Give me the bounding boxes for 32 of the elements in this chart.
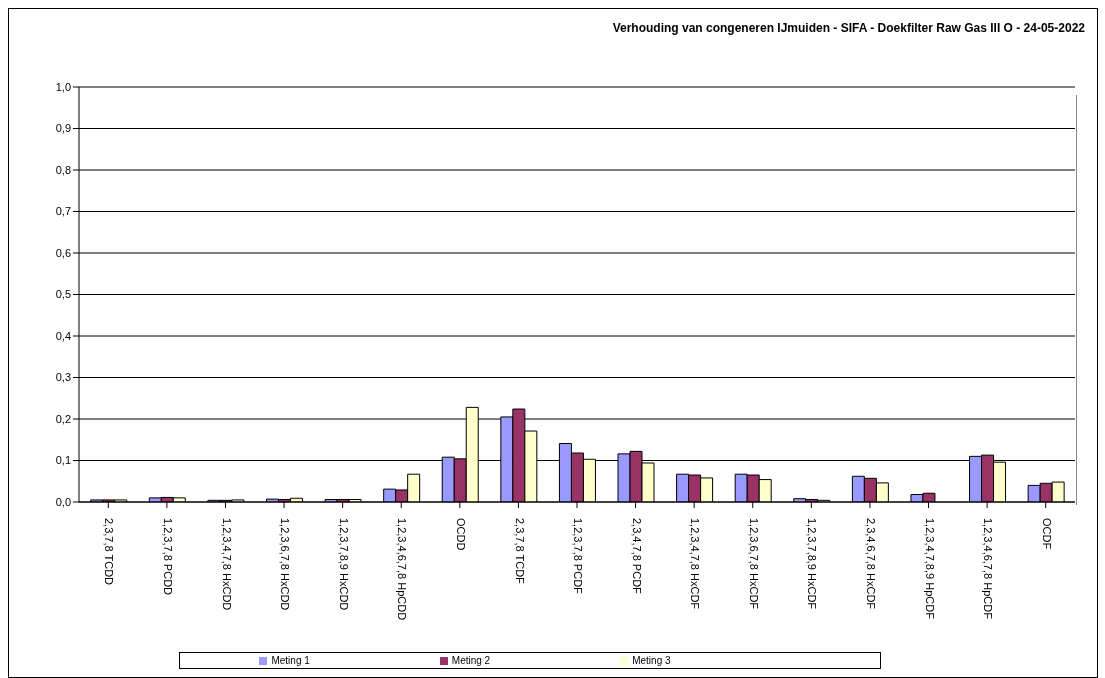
y-tick-label: 0,1 <box>55 454 71 467</box>
x-tick-label: 1,2,3,6,7,8 HxCDF <box>747 518 760 610</box>
x-tick-label: 1,2,3,7,8 PCDF <box>572 518 585 595</box>
x-tick-label: 1,2,3,4,7,8,9 HpCDF <box>923 518 936 620</box>
x-tick-label: 2,3,7,8 TCDD <box>103 518 116 586</box>
x-tick-label: OCDF <box>1040 518 1053 550</box>
x-tick-label: OCDD <box>454 518 467 551</box>
x-tick-label: 1,2,3,4,7,8 HxCDD <box>220 518 233 611</box>
y-tick-label: 0,7 <box>55 205 71 218</box>
y-tick-label: 0,5 <box>55 288 71 301</box>
y-tick-label: 0,8 <box>55 163 71 176</box>
x-tick-label: 1,2,3,4,6,7,8 HpCDD <box>396 518 409 621</box>
y-tick-label: 0,6 <box>55 246 71 259</box>
x-tick-label: 2,3,4,7,8 PCDF <box>630 518 643 595</box>
y-tick-label: 0,3 <box>55 371 71 384</box>
x-tick-label: 2,3,7,8 TCDF <box>513 518 526 585</box>
x-tick-label: 1,2,3,7,8,9 HxCDD <box>337 518 350 611</box>
chart-title: Verhouding van congeneren IJmuiden - SIFA - Doekfilter Raw Gas III O - 24-05-2022 <box>612 21 1085 35</box>
y-tick-label: 0,0 <box>55 495 71 508</box>
y-tick-label: 1,0 <box>55 80 71 93</box>
x-tick-label: 1,2,3,7,8,9 HxCDF <box>806 518 819 610</box>
legend-label: Meting 3 <box>632 655 671 666</box>
x-tick-label: 1,2,3,6,7,8 HxCDD <box>279 518 292 611</box>
x-tick-label: 1,2,3,4,6,7,8 HpCDF <box>982 518 995 620</box>
legend-label: Meting 1 <box>271 655 310 666</box>
x-tick-label: 1,2,3,4,7,8 HxCDF <box>689 518 702 610</box>
legend-label: Meting 2 <box>451 655 491 666</box>
x-tick-label: 2,3,4,6,7,8 HxCDF <box>865 518 878 610</box>
y-tick-label: 0,2 <box>55 412 71 425</box>
x-tick-label: 1,2,3,7,8 PCDD <box>161 518 174 596</box>
y-tick-label: 0,9 <box>55 122 71 135</box>
y-tick-label: 0,4 <box>55 329 71 342</box>
